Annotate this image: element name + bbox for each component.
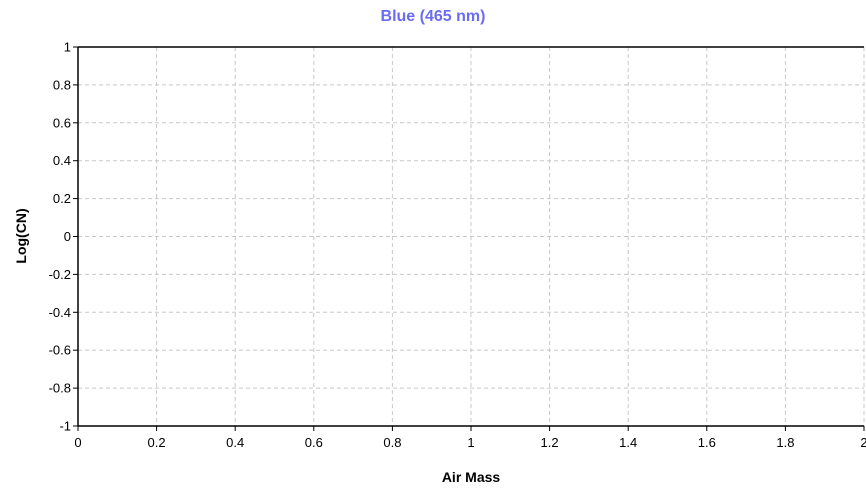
x-tick-label: 0.2	[148, 435, 166, 450]
x-tick-label: 0.6	[305, 435, 323, 450]
x-tick-label: 1	[467, 435, 474, 450]
y-tick-label: -1	[59, 419, 71, 434]
x-tick-label: 1.2	[541, 435, 559, 450]
x-tick-label: 1.8	[776, 435, 794, 450]
y-axis-label: Log(CN)	[13, 208, 29, 263]
x-tick-label: 1.4	[619, 435, 637, 450]
y-tick-label: -0.2	[49, 267, 71, 282]
tick-layer: 0 0.2 0.4 0.6 0.8 1 1.2 1.4 1.6 1.8 2 1 0.8 0.6 0.4 0.2…	[49, 40, 866, 451]
y-tick-label: -0.6	[49, 343, 71, 358]
x-axis-label: Air Mass	[442, 469, 501, 485]
y-tick-label: 0	[64, 229, 71, 244]
y-tick-label: 0.6	[53, 115, 71, 130]
x-tick-label: 1.6	[698, 435, 716, 450]
x-tick-label: 0.8	[383, 435, 401, 450]
y-tick-label: 0.4	[53, 153, 71, 168]
x-tick-label: 0	[74, 435, 81, 450]
x-tick-label: 0.4	[226, 435, 244, 450]
y-tick-label: -0.4	[49, 305, 71, 320]
grid-layer	[77, 46, 865, 427]
chart-title: Blue (465 nm)	[380, 8, 486, 25]
y-tick-label: 0.2	[53, 191, 71, 206]
y-tick-label: -0.8	[49, 381, 71, 396]
x-tick-label: 2	[860, 435, 866, 450]
y-tick-label: 1	[64, 40, 71, 55]
y-tick-label: 0.8	[53, 77, 71, 92]
